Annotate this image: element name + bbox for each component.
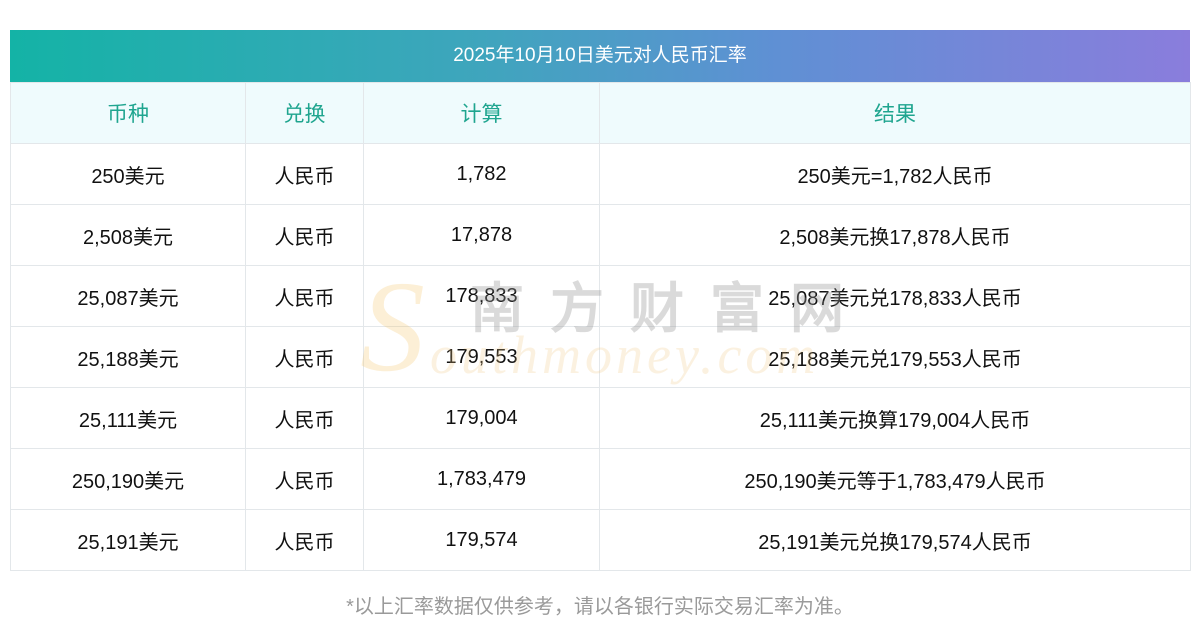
cell-target: 人民币 (245, 204, 364, 266)
table-row: 25,087美元 人民币 178,833 25,087美元兑178,833人民币 (10, 265, 1191, 327)
table-title: 2025年10月10日美元对人民币汇率 (10, 30, 1190, 82)
exchange-rate-table: 币种 兑换 计算 结果 250美元 人民币 1,782 250美元=1,782人… (10, 82, 1191, 571)
cell-currency: 25,111美元 (10, 387, 246, 449)
cell-calc: 179,004 (363, 387, 600, 449)
cell-result: 25,111美元换算179,004人民币 (599, 387, 1191, 449)
cell-calc: 1,783,479 (363, 448, 600, 510)
cell-calc: 17,878 (363, 204, 600, 266)
table-header-row: 币种 兑换 计算 结果 (10, 82, 1191, 144)
cell-result: 25,087美元兑178,833人民币 (599, 265, 1191, 327)
header-currency: 币种 (10, 82, 246, 144)
header-calculation: 计算 (363, 82, 600, 144)
cell-currency: 2,508美元 (10, 204, 246, 266)
cell-currency: 250美元 (10, 143, 246, 205)
disclaimer-footnote: *以上汇率数据仅供参考，请以各银行实际交易汇率为准。 (346, 596, 854, 618)
cell-calc: 178,833 (363, 265, 600, 327)
cell-calc: 179,553 (363, 326, 600, 388)
header-exchange: 兑换 (245, 82, 364, 144)
cell-target: 人民币 (245, 448, 364, 510)
cell-result: 250,190美元等于1,783,479人民币 (599, 448, 1191, 510)
table-row: 25,111美元 人民币 179,004 25,111美元换算179,004人民… (10, 387, 1191, 449)
cell-currency: 25,188美元 (10, 326, 246, 388)
cell-currency: 25,191美元 (10, 509, 246, 571)
header-result: 结果 (599, 82, 1191, 144)
rate-table-container: 2025年10月10日美元对人民币汇率 币种 兑换 计算 结果 250美元 人民… (10, 30, 1191, 571)
table-row: 25,188美元 人民币 179,553 25,188美元兑179,553人民币 (10, 326, 1191, 388)
table-row: 250美元 人民币 1,782 250美元=1,782人民币 (10, 143, 1191, 205)
cell-currency: 25,087美元 (10, 265, 246, 327)
cell-currency: 250,190美元 (10, 448, 246, 510)
cell-target: 人民币 (245, 326, 364, 388)
table-row: 25,191美元 人民币 179,574 25,191美元兑换179,574人民… (10, 509, 1191, 571)
cell-target: 人民币 (245, 509, 364, 571)
cell-calc: 1,782 (363, 143, 600, 205)
cell-target: 人民币 (245, 387, 364, 449)
table-row: 250,190美元 人民币 1,783,479 250,190美元等于1,783… (10, 448, 1191, 510)
table-row: 2,508美元 人民币 17,878 2,508美元换17,878人民币 (10, 204, 1191, 266)
cell-result: 250美元=1,782人民币 (599, 143, 1191, 205)
cell-target: 人民币 (245, 265, 364, 327)
cell-target: 人民币 (245, 143, 364, 205)
cell-calc: 179,574 (363, 509, 600, 571)
cell-result: 2,508美元换17,878人民币 (599, 204, 1191, 266)
cell-result: 25,191美元兑换179,574人民币 (599, 509, 1191, 571)
cell-result: 25,188美元兑179,553人民币 (599, 326, 1191, 388)
